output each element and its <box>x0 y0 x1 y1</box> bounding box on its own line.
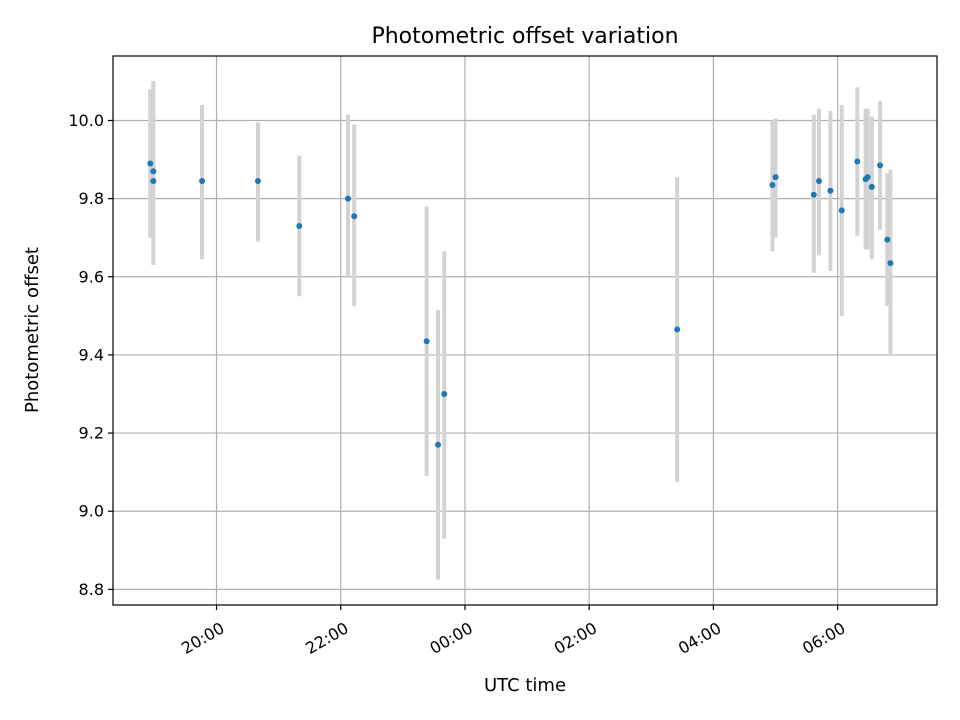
data-point <box>827 187 834 194</box>
data-point <box>887 260 894 267</box>
data-point <box>884 236 891 243</box>
y-tick-label: 10.0 <box>68 111 104 130</box>
point-group <box>147 158 894 448</box>
y-axis-ticks: 8.8 9.0 9.2 9.4 9.6 9.8 10.0 <box>68 111 113 599</box>
data-point <box>772 174 779 181</box>
data-point <box>150 168 157 175</box>
data-point <box>423 338 430 345</box>
data-point <box>815 178 822 185</box>
plot-frame <box>112 55 938 606</box>
y-tick-label: 9.8 <box>79 189 104 208</box>
data-point <box>868 183 875 190</box>
data-point <box>854 158 861 165</box>
data-point <box>864 174 871 181</box>
data-point <box>877 162 884 169</box>
y-tick-label: 9.6 <box>79 267 104 286</box>
y-tick-label: 9.2 <box>79 424 104 443</box>
grid-lines <box>113 56 937 605</box>
y-axis-label: Photometric offset <box>22 247 43 413</box>
data-point <box>199 178 206 185</box>
data-point <box>674 326 681 333</box>
x-axis-label: UTC time <box>484 675 566 696</box>
y-tick-label: 9.0 <box>79 502 104 521</box>
y-tick-label: 8.8 <box>79 580 104 599</box>
data-point <box>838 207 845 214</box>
chart-title: Photometric offset variation <box>371 24 678 49</box>
data-point <box>769 181 776 188</box>
data-point <box>147 160 154 167</box>
data-point <box>150 178 157 185</box>
data-point <box>344 195 351 202</box>
y-tick-label: 9.4 <box>79 345 104 364</box>
data-point <box>351 213 358 220</box>
data-point <box>435 441 442 448</box>
data-point <box>296 222 303 229</box>
data-point <box>441 390 448 397</box>
data-point <box>810 191 817 198</box>
data-point <box>254 178 261 185</box>
